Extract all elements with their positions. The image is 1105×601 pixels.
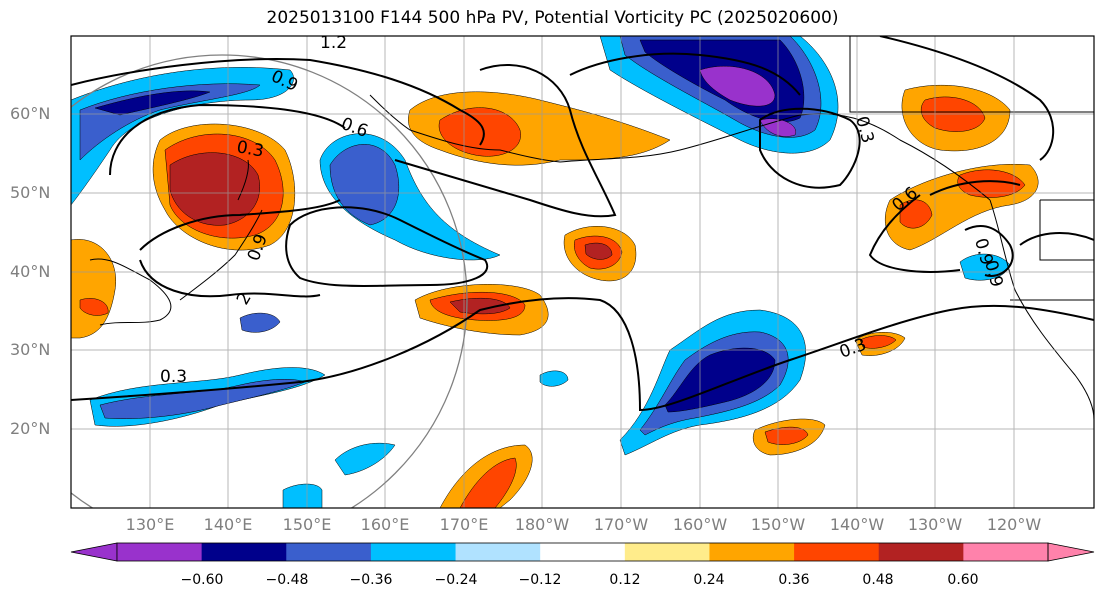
- lon-label: 150°E: [282, 515, 332, 534]
- colorbar-tick-label: −0.24: [434, 572, 478, 588]
- contour-label: 0.3: [235, 137, 265, 161]
- colorbar-segment: [794, 543, 880, 561]
- colorbar-segment: [963, 543, 1049, 561]
- colorbar-tick-label: −0.48: [265, 572, 309, 588]
- colorbar-segment: [878, 543, 964, 561]
- coastlines: [89, 36, 1094, 421]
- colorbar: [70, 542, 1095, 562]
- colorbar-tick-label: 0.48: [862, 572, 894, 588]
- colorbar-tick-label: 0.60: [947, 572, 979, 588]
- colorbar-tick-label: 0.24: [693, 572, 725, 588]
- map-title: 2025013100 F144 500 hPa PV, Potential Vo…: [266, 8, 839, 28]
- colorbar-segment: [117, 543, 203, 561]
- colorbar-segment: [370, 543, 457, 561]
- lat-label: 40°N: [10, 262, 51, 281]
- lon-label: 140°E: [203, 515, 253, 534]
- colorbar-segments: [117, 543, 1049, 561]
- colorbar-segment: [624, 543, 710, 561]
- colorbar-segment: [455, 543, 541, 561]
- colorbar-tick-label: −0.12: [518, 572, 562, 588]
- colorbar-segment: [201, 543, 287, 561]
- pv-shading: [71, 36, 1039, 508]
- map-plot-area: 1.2 0.9 0.6 0.3 0.9 2 0.3 0.3 0.3 0.6 0.…: [71, 33, 1094, 508]
- gridlines: [71, 36, 1094, 508]
- lon-label: 160°E: [360, 515, 410, 534]
- contour-label: 0.3: [160, 367, 187, 387]
- lon-label: 140°W: [829, 515, 885, 534]
- contour-label: 1.2: [320, 33, 347, 53]
- colorbar-tick-label: 0.12: [609, 572, 641, 588]
- reference-circle: [71, 54, 468, 508]
- pv-contours: [71, 36, 1094, 412]
- lat-label: 50°N: [10, 183, 51, 202]
- colorbar-segment: [286, 543, 372, 561]
- colorbar-tick-label: −0.60: [180, 572, 224, 588]
- lat-label: 30°N: [10, 340, 51, 359]
- colorbar-max-extend: [1047, 542, 1095, 562]
- lon-label: 130°E: [125, 515, 175, 534]
- lon-label: 170°W: [593, 515, 649, 534]
- colorbar-tick-label: 0.36: [778, 572, 810, 588]
- colorbar-segment: [709, 543, 795, 561]
- lon-label: 130°W: [907, 515, 963, 534]
- colorbar-segment: [540, 543, 626, 561]
- colorbar-tick-label: −0.36: [349, 572, 393, 588]
- lat-label: 20°N: [10, 419, 51, 438]
- map-frame: [70, 35, 1095, 509]
- colorbar-min-extend: [70, 542, 118, 562]
- lon-label: 160°W: [672, 515, 728, 534]
- lon-label: 170°E: [439, 515, 489, 534]
- lon-label: 120°W: [986, 515, 1042, 534]
- lon-label: 180°W: [514, 515, 570, 534]
- lat-label: 60°N: [10, 104, 51, 123]
- lon-label: 150°W: [750, 515, 806, 534]
